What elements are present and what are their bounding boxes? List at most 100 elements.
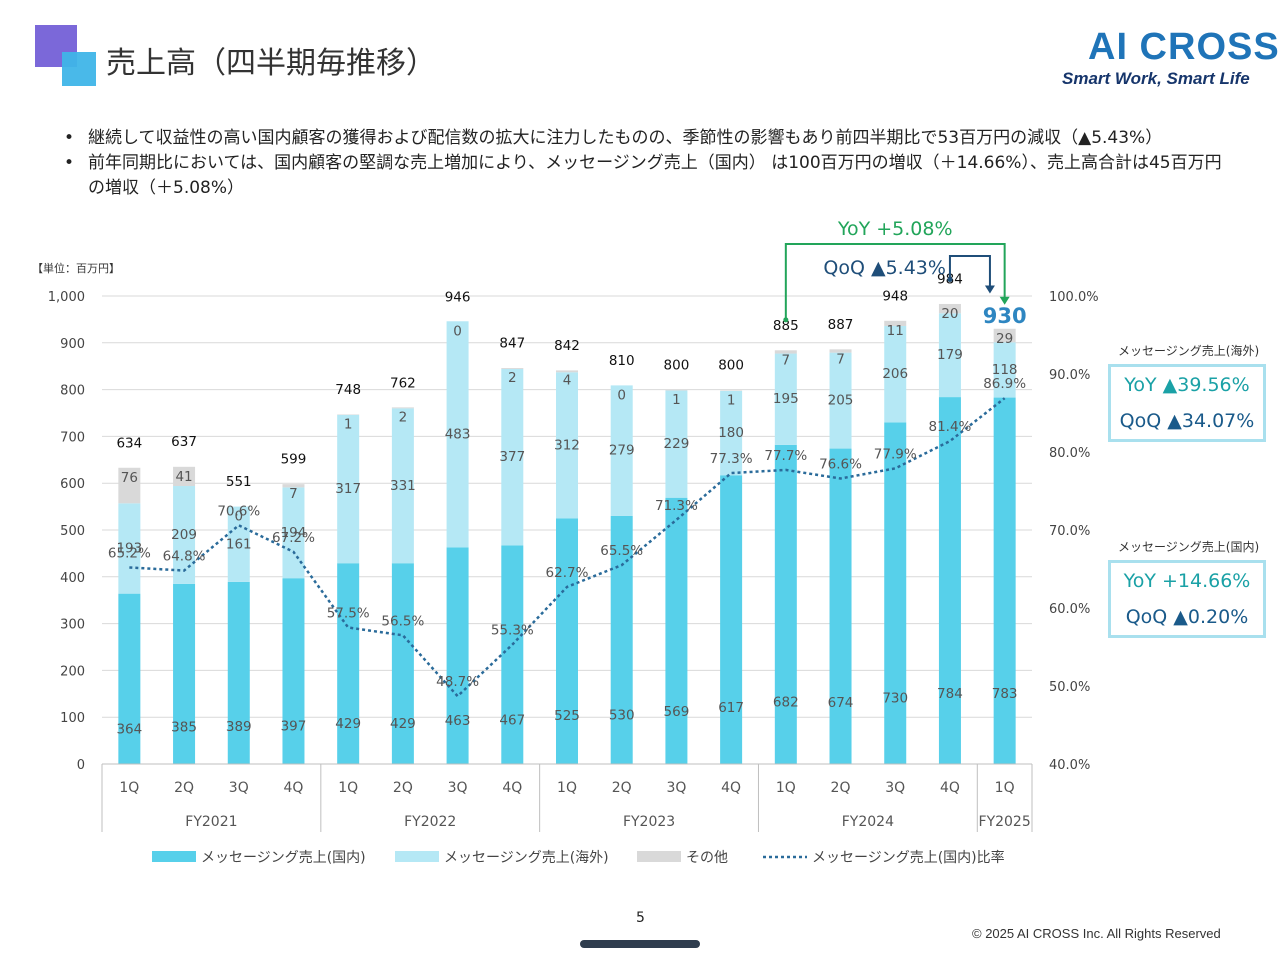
bar-total-label: 946 — [445, 289, 471, 305]
bar-segment-overseas — [720, 391, 743, 476]
bar-segment-domestic — [501, 545, 524, 764]
bar-segment-overseas — [501, 369, 524, 546]
bar-segment-domestic — [227, 581, 250, 764]
bar-value-label: 41 — [175, 469, 192, 485]
bar-segment-overseas — [884, 325, 907, 423]
legend-label: メッセージング売上(海外) — [444, 850, 609, 866]
bar-segment-other — [938, 303, 961, 314]
bar-value-label: 569 — [664, 704, 690, 720]
bar-segment-other — [282, 484, 305, 488]
bar-segment-domestic — [391, 563, 414, 764]
bar-segment-domestic — [938, 397, 961, 764]
bar-segment-overseas — [829, 352, 852, 449]
x-tick-label: 2Q — [174, 780, 194, 796]
x-tick-label: 4Q — [721, 780, 741, 796]
bar-value-label: 1 — [672, 392, 681, 408]
y-right-tick-label: 50.0% — [1049, 680, 1090, 695]
bar-total-label: 948 — [882, 288, 908, 304]
ratio-label: 76.6% — [819, 457, 862, 473]
yoy-arrowhead — [999, 296, 1010, 305]
x-tick-label: 2Q — [612, 780, 632, 796]
yoy-annotation: YoY +5.08% — [837, 218, 953, 240]
bar-value-label: 193 — [116, 540, 142, 556]
qoq-start-dot — [947, 276, 953, 282]
bar-value-label: 682 — [773, 695, 799, 711]
bullet-item: 前年同期比においては、国内顧客の堅調な売上増加により、メッセージング売上（国内）… — [64, 151, 1234, 201]
x-tick-label: 2Q — [393, 780, 413, 796]
bar-value-label: 331 — [390, 478, 416, 494]
y-left-tick-label: 500 — [60, 524, 85, 539]
x-group-label: FY2021 — [185, 814, 237, 830]
ratio-label: 86.9% — [983, 376, 1026, 392]
bar-value-label: 784 — [937, 686, 963, 702]
bar-value-label: 179 — [937, 347, 963, 363]
legend-label: その他 — [686, 850, 728, 866]
bar-segment-overseas — [665, 390, 688, 498]
bar-total-label: 599 — [281, 452, 307, 468]
bar-value-label: 1 — [344, 416, 353, 432]
qoq-annotation: QoQ ▲5.43% — [823, 257, 946, 279]
bar-segment-domestic — [556, 518, 578, 764]
bar-value-label: 206 — [882, 366, 908, 382]
bar-value-label: 483 — [445, 426, 471, 442]
bar-value-label: 617 — [718, 700, 744, 716]
x-tick-label: 1Q — [776, 780, 796, 796]
bar-segment-overseas — [337, 414, 360, 564]
y-left-tick-label: 400 — [60, 571, 85, 586]
bar-value-label: 209 — [171, 527, 197, 543]
x-tick-label: 3Q — [448, 780, 468, 796]
bar-segment-other — [501, 368, 524, 370]
legend-swatch — [637, 851, 681, 862]
bar-value-label: 29 — [996, 331, 1013, 347]
y-left-tick-label: 100 — [60, 711, 85, 726]
bar-segment-domestic — [884, 422, 907, 764]
qoq-arrowhead — [984, 285, 995, 294]
bar-segment-domestic — [610, 515, 633, 764]
bar-value-label: 2 — [399, 409, 408, 425]
bar-value-label: 161 — [226, 536, 252, 552]
overseas-box-caption: メッセージング売上(海外) — [1118, 344, 1260, 358]
ratio-label: 65.5% — [600, 543, 643, 559]
y-left-tick-label: 600 — [60, 477, 85, 492]
bar-value-label: 180 — [718, 425, 744, 441]
bar-value-label: 530 — [609, 707, 635, 723]
overseas-yoy: YoY ▲39.56% — [1124, 374, 1250, 396]
y-left-tick-label: 900 — [60, 337, 85, 352]
legend-swatch — [395, 851, 439, 862]
x-tick-label: 1Q — [995, 780, 1015, 796]
bullet-item: 継続して収益性の高い国内顧客の獲得および配信数の拡大に注力したものの、季節性の影… — [64, 126, 1234, 151]
title-deco-square-front — [62, 52, 96, 86]
y-left-tick-label: 800 — [60, 384, 85, 399]
y-right-tick-label: 100.0% — [1049, 290, 1099, 305]
company-tagline: Smart Work, Smart Life — [1062, 69, 1250, 88]
ratio-label: 81.4% — [928, 419, 971, 435]
y-right-tick-label: 70.0% — [1049, 524, 1090, 539]
bar-value-label: 20 — [941, 306, 958, 322]
x-tick-label: 1Q — [557, 780, 577, 796]
bar-value-label: 2 — [508, 370, 517, 386]
bar-value-label: 730 — [882, 691, 908, 707]
bar-total-label: 748 — [335, 382, 361, 398]
domestic-yoy: YoY +14.66% — [1123, 570, 1251, 592]
bar-value-label: 429 — [390, 716, 416, 732]
bar-segment-other — [884, 320, 907, 326]
bar-total-label: 810 — [609, 353, 635, 369]
x-group-label: FY2022 — [404, 814, 456, 830]
bar-value-label: 118 — [992, 362, 1018, 378]
bar-total-label: 885 — [773, 318, 799, 334]
ratio-label: 65.2% — [108, 545, 151, 561]
bar-segment-domestic — [774, 444, 797, 764]
y-left-tick-label: 0 — [77, 758, 85, 773]
y-right-tick-label: 90.0% — [1049, 368, 1090, 383]
bar-value-label: 364 — [116, 721, 142, 737]
x-tick-label: 4Q — [940, 780, 960, 796]
y-left-tick-label: 300 — [60, 618, 85, 633]
bar-value-label: 1 — [727, 393, 736, 409]
ratio-label: 57.5% — [327, 606, 370, 622]
bar-segment-domestic — [665, 497, 688, 764]
bar-segment-overseas — [993, 342, 1016, 398]
bar-total-label: 637 — [171, 434, 197, 450]
bar-total-label: 762 — [390, 375, 416, 391]
bar-value-label: 0 — [617, 387, 626, 403]
